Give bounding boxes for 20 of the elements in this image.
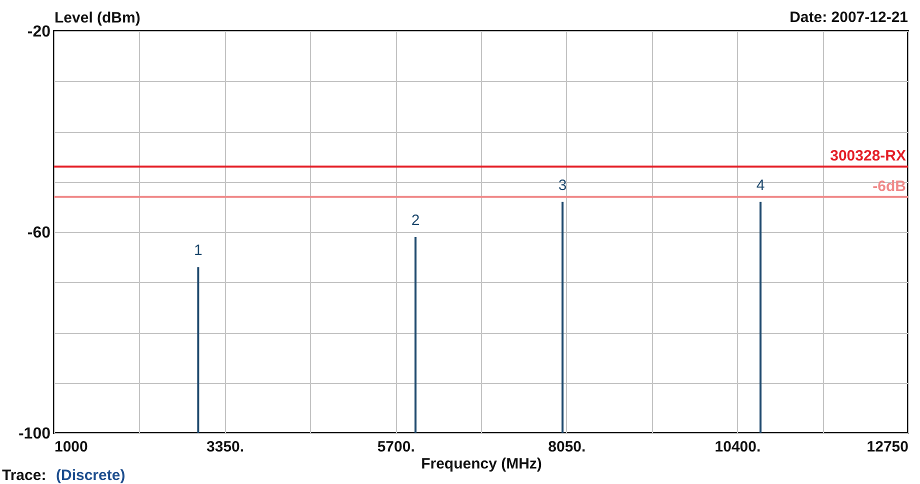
x-tick-label: 5700. <box>377 438 415 456</box>
text: Trace: <box>2 467 46 484</box>
annotation: 4 <box>756 176 765 194</box>
x-tick-label: 12750 <box>866 438 908 456</box>
y-tick-label: -60 <box>27 224 51 242</box>
x-tick-label: 3350. <box>206 438 244 456</box>
y-tick-label: -20 <box>27 24 51 40</box>
x-tick-label: 8050. <box>548 438 586 456</box>
annotation: 3 <box>558 176 567 194</box>
text: Date: 2007-12-21 <box>790 9 908 26</box>
x-axis-title: Frequency (MHz) <box>421 456 542 472</box>
annotation: 1 <box>194 242 202 260</box>
text: (Discrete) <box>56 467 126 484</box>
x-tick-label: 1000 <box>54 438 88 456</box>
y-axis-title: Level (dBm) <box>54 10 140 26</box>
ref-line-label: 300328-RX <box>830 148 906 165</box>
annotation: 2 <box>411 212 420 230</box>
ref-line-label: -6dB <box>872 178 906 195</box>
x-tick-label: 10400. <box>714 438 761 456</box>
y-tick-label: -100 <box>18 426 51 442</box>
